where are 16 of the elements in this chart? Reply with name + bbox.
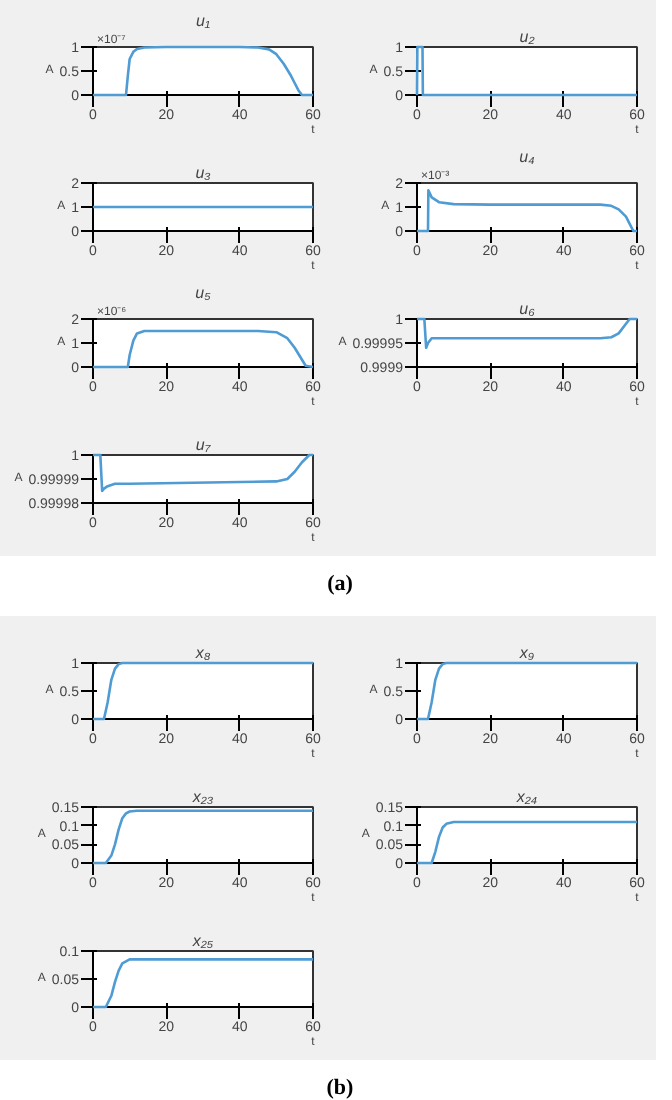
chart-title: x₉ [517,644,535,662]
chart-title: u₃ [195,164,211,182]
chart-title: u₅ [195,284,213,302]
text: (b) [326,1074,354,1100]
line-series [415,317,639,350]
text: (a) [327,570,353,600]
chart-title: x₂₅ [190,932,215,950]
chart-title: x₂₃ [190,788,214,806]
chart-title: u₁ [196,12,211,30]
chart-title: x₂₄ [514,788,538,806]
chart-title: u₂ [519,28,535,46]
line-series [91,453,315,493]
chart-title: u₇ [195,436,213,454]
chart-title: x₈ [193,644,212,662]
chart-title: u₄ [519,148,535,166]
chart-title: u₆ [519,300,537,318]
